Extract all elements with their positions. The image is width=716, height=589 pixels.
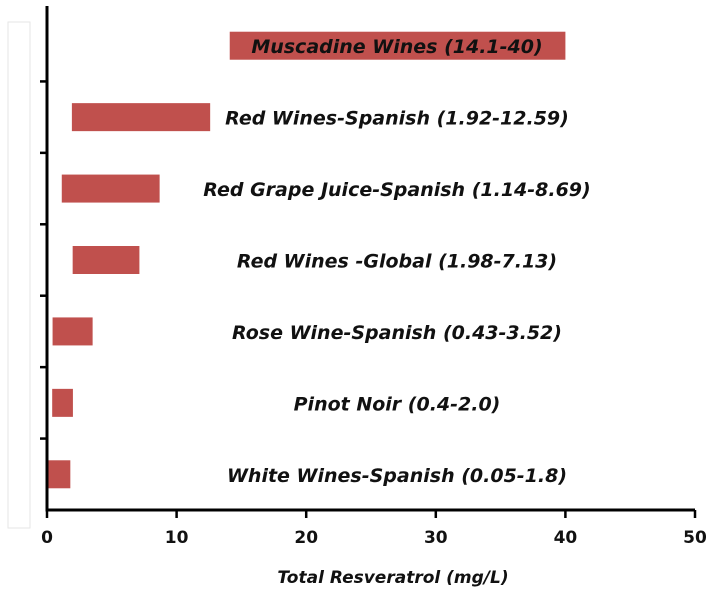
bar: [72, 246, 140, 274]
x-tick-label: 20: [294, 528, 318, 548]
bar: [71, 103, 211, 132]
x-axis-title: Total Resveratrol (mg/L): [277, 568, 508, 588]
frame: [7, 21, 31, 529]
bar-label: Muscadine Wines (14.1-40): [251, 36, 542, 58]
bar-label: White Wines-Spanish (0.05-1.8): [227, 465, 567, 487]
bar: [229, 31, 566, 60]
x-tick-label: 50: [683, 528, 707, 548]
x-tick-label: 30: [424, 528, 448, 548]
bar: [47, 460, 71, 489]
bar-label: Red Grape Juice-Spanish (1.14-8.69): [203, 179, 590, 201]
bar: [61, 174, 160, 203]
x-tick-label: 0: [41, 528, 53, 548]
bar-label: Red Wines-Spanish (1.92-12.59): [225, 108, 569, 130]
bar-label: Rose Wine-Spanish (0.43-3.52): [232, 322, 562, 344]
bar: [52, 317, 93, 346]
bar: [52, 388, 73, 417]
bar-label: Red Wines -Global (1.98-7.13): [237, 251, 557, 273]
x-tick-label: 40: [554, 528, 578, 548]
bar-label: Pinot Noir (0.4-2.0): [294, 393, 501, 415]
x-tick-label: 10: [165, 528, 189, 548]
